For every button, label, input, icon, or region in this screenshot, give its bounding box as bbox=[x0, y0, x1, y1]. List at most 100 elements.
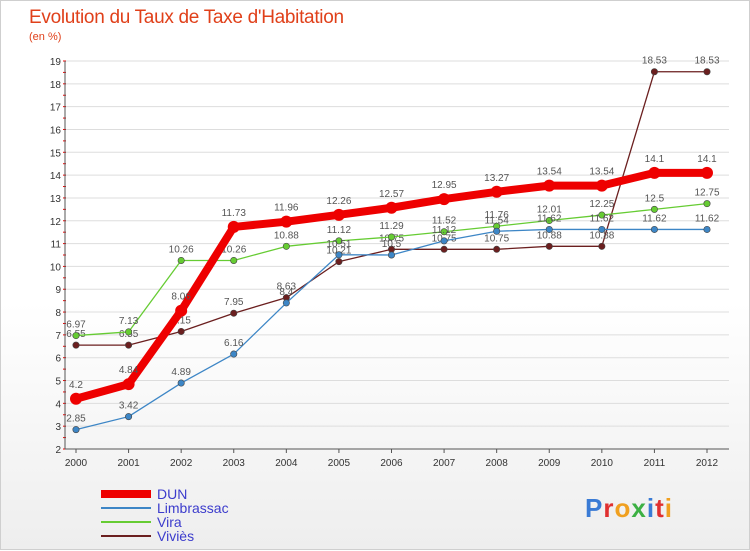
data-label: 10.51 bbox=[326, 239, 351, 250]
data-point bbox=[125, 341, 133, 349]
data-point bbox=[335, 251, 343, 259]
data-label: 10.26 bbox=[221, 244, 246, 255]
data-point bbox=[282, 242, 290, 250]
data-point bbox=[598, 211, 606, 219]
x-tick-label: 2000 bbox=[65, 458, 88, 469]
data-label: 13.27 bbox=[484, 173, 509, 184]
logo-letter: i bbox=[664, 493, 673, 523]
data-label: 11.12 bbox=[327, 225, 352, 236]
x-tick-label: 2008 bbox=[486, 458, 509, 469]
data-label: 12.01 bbox=[537, 205, 562, 216]
legend-item: Viviès bbox=[101, 529, 229, 543]
data-point bbox=[122, 378, 135, 391]
data-label: 13.54 bbox=[589, 167, 614, 178]
x-tick-label: 2004 bbox=[275, 458, 298, 469]
data-point bbox=[493, 245, 501, 253]
data-label: 11.62 bbox=[642, 213, 667, 224]
x-tick-label: 2001 bbox=[117, 458, 140, 469]
logo-letter: P bbox=[585, 493, 604, 523]
data-label: 11.29 bbox=[379, 221, 404, 232]
data-point bbox=[545, 242, 553, 250]
data-label: 7.15 bbox=[171, 315, 191, 326]
data-point bbox=[703, 68, 711, 76]
y-tick-label: 12 bbox=[50, 217, 62, 228]
data-label: 10.88 bbox=[537, 230, 562, 241]
y-tick-label: 14 bbox=[50, 171, 62, 182]
data-point bbox=[545, 217, 553, 225]
y-tick-label: 13 bbox=[50, 194, 62, 205]
data-label: 11.76 bbox=[485, 210, 510, 221]
logo-letter: x bbox=[631, 493, 647, 523]
data-point bbox=[177, 256, 185, 264]
data-point bbox=[387, 251, 395, 259]
data-label: 14.1 bbox=[697, 154, 717, 165]
legend-swatch bbox=[101, 521, 151, 523]
y-tick-label: 16 bbox=[50, 125, 62, 136]
data-point bbox=[545, 225, 553, 233]
data-point bbox=[440, 245, 448, 253]
data-label: 12.95 bbox=[432, 180, 457, 191]
data-label: 8.06 bbox=[171, 292, 191, 303]
data-point bbox=[650, 205, 658, 213]
data-label: 4.89 bbox=[171, 367, 191, 378]
data-label: 11.62 bbox=[695, 213, 720, 224]
x-tick-label: 2006 bbox=[380, 458, 403, 469]
data-label: 6.97 bbox=[66, 320, 86, 331]
data-point bbox=[230, 256, 238, 264]
y-tick-label: 8 bbox=[55, 308, 61, 319]
data-point bbox=[440, 228, 448, 236]
data-point bbox=[72, 426, 80, 434]
chart-subtitle: (en %) bbox=[29, 31, 62, 43]
x-tick-label: 2003 bbox=[223, 458, 246, 469]
x-tick-label: 2005 bbox=[328, 458, 351, 469]
data-label: 8.4 bbox=[279, 287, 293, 298]
x-tick-label: 2002 bbox=[170, 458, 193, 469]
data-point bbox=[335, 258, 343, 266]
data-label: 12.25 bbox=[589, 199, 614, 210]
data-label: 14.1 bbox=[645, 154, 665, 165]
data-point bbox=[650, 68, 658, 76]
data-label: 10.88 bbox=[274, 230, 299, 241]
data-label: 13.54 bbox=[537, 167, 562, 178]
data-label: 18.53 bbox=[642, 56, 667, 67]
x-tick-label: 2011 bbox=[644, 458, 666, 469]
data-point bbox=[385, 201, 398, 214]
y-tick-label: 4 bbox=[55, 399, 61, 410]
data-point bbox=[598, 225, 606, 233]
data-label: 10.26 bbox=[169, 244, 194, 255]
y-tick-label: 5 bbox=[55, 377, 61, 388]
data-point bbox=[703, 200, 711, 208]
y-tick-label: 6 bbox=[55, 354, 61, 365]
data-point bbox=[72, 332, 80, 340]
legend-label: Viviès bbox=[157, 528, 195, 544]
data-point bbox=[282, 299, 290, 307]
data-label: 10.21 bbox=[326, 246, 351, 257]
legend-label: Limbrassac bbox=[157, 500, 229, 516]
data-label: 3.42 bbox=[119, 401, 139, 412]
data-point bbox=[490, 185, 503, 198]
logo-letter: o bbox=[614, 493, 632, 523]
data-point bbox=[230, 350, 238, 358]
y-tick-label: 19 bbox=[50, 57, 62, 68]
x-tick-label: 2012 bbox=[696, 458, 719, 469]
y-tick-label: 17 bbox=[50, 103, 62, 114]
logo-letter: r bbox=[603, 493, 615, 523]
x-tick-label: 2007 bbox=[433, 458, 456, 469]
y-tick-label: 7 bbox=[55, 331, 61, 342]
data-point bbox=[125, 328, 133, 336]
logo-letter: t bbox=[655, 493, 665, 523]
data-point bbox=[70, 392, 82, 405]
data-point bbox=[230, 309, 238, 317]
y-tick-label: 18 bbox=[50, 80, 62, 91]
legend-item: Vira bbox=[101, 515, 229, 529]
data-label: 6.16 bbox=[224, 338, 244, 349]
data-point bbox=[125, 413, 133, 421]
chart-legend: DUN Limbrassac Vira Viviès bbox=[101, 487, 229, 543]
data-point bbox=[595, 179, 608, 192]
x-tick-label: 2009 bbox=[538, 458, 561, 469]
data-point bbox=[175, 304, 188, 317]
chart-title: Evolution du Taux de Taxe d'Habitation bbox=[29, 7, 344, 28]
data-point bbox=[543, 179, 556, 192]
